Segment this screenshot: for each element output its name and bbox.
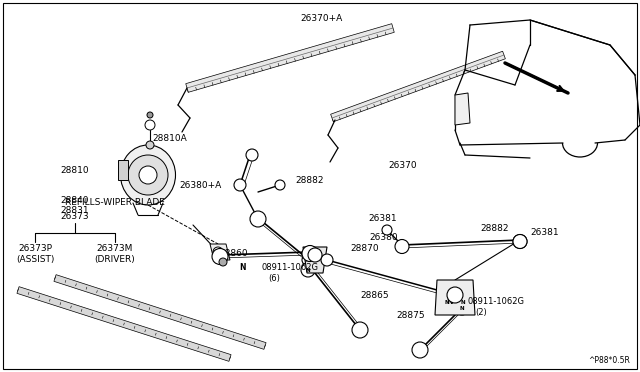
Polygon shape [17, 287, 231, 361]
Text: 28810: 28810 [60, 166, 88, 174]
Text: 28810A: 28810A [152, 134, 187, 142]
Circle shape [246, 149, 258, 161]
Circle shape [455, 301, 469, 315]
Text: 28840: 28840 [60, 196, 88, 205]
Circle shape [308, 248, 322, 262]
Circle shape [147, 112, 153, 118]
Text: 28882: 28882 [480, 224, 509, 232]
Text: 08911-1062G: 08911-1062G [468, 298, 525, 307]
Polygon shape [435, 280, 475, 315]
Polygon shape [210, 244, 230, 260]
Text: REFILLS-WIPER BLADE: REFILLS-WIPER BLADE [65, 198, 165, 207]
Text: N: N [321, 257, 325, 263]
Circle shape [146, 141, 154, 149]
Polygon shape [54, 275, 266, 349]
Text: 28831: 28831 [60, 205, 88, 215]
Circle shape [447, 287, 463, 303]
Text: N: N [460, 305, 464, 311]
Circle shape [352, 322, 368, 338]
Text: N: N [461, 301, 465, 305]
Text: 28870: 28870 [350, 244, 379, 253]
Polygon shape [118, 160, 128, 180]
Text: N: N [239, 263, 245, 273]
Text: 08911-1062G: 08911-1062G [262, 263, 319, 273]
Circle shape [212, 248, 228, 264]
Circle shape [458, 298, 468, 308]
Circle shape [513, 234, 527, 248]
Polygon shape [186, 24, 394, 92]
Text: N: N [305, 257, 309, 263]
Circle shape [219, 258, 227, 266]
Text: 26381: 26381 [530, 228, 559, 237]
Text: 28882: 28882 [295, 176, 323, 185]
Text: 26370+A: 26370+A [300, 13, 342, 22]
Text: (DRIVER): (DRIVER) [95, 255, 136, 264]
Polygon shape [331, 51, 506, 122]
Circle shape [321, 254, 333, 266]
Text: (ASSIST): (ASSIST) [16, 255, 54, 264]
Circle shape [139, 166, 157, 184]
Circle shape [442, 298, 452, 308]
Text: ^P88*0.5R: ^P88*0.5R [588, 356, 630, 365]
Circle shape [513, 234, 527, 248]
Text: 26370: 26370 [388, 160, 417, 170]
Text: 28865: 28865 [360, 291, 388, 299]
Text: N: N [447, 298, 453, 307]
Circle shape [318, 255, 328, 265]
Circle shape [234, 179, 246, 191]
Text: N: N [306, 267, 310, 273]
Circle shape [275, 180, 285, 190]
Text: 28875: 28875 [396, 311, 425, 321]
Text: 26380: 26380 [369, 232, 398, 241]
Polygon shape [303, 247, 327, 273]
Text: (2): (2) [475, 308, 487, 317]
Circle shape [128, 155, 168, 195]
Ellipse shape [120, 145, 175, 205]
Circle shape [395, 240, 409, 253]
Circle shape [382, 225, 392, 235]
Text: (6): (6) [268, 273, 280, 282]
Text: 26373M: 26373M [97, 244, 133, 253]
Text: 26380+A: 26380+A [180, 180, 222, 189]
Text: N: N [445, 301, 449, 305]
Polygon shape [455, 93, 470, 125]
Circle shape [301, 263, 315, 277]
Circle shape [302, 246, 318, 262]
Text: 26373P: 26373P [18, 244, 52, 253]
Circle shape [250, 211, 266, 227]
Text: 26373: 26373 [61, 212, 90, 221]
Text: 28860: 28860 [220, 248, 248, 257]
Circle shape [213, 247, 223, 257]
Circle shape [145, 120, 155, 130]
Circle shape [302, 255, 312, 265]
Circle shape [412, 342, 428, 358]
Text: 26381: 26381 [368, 214, 397, 222]
